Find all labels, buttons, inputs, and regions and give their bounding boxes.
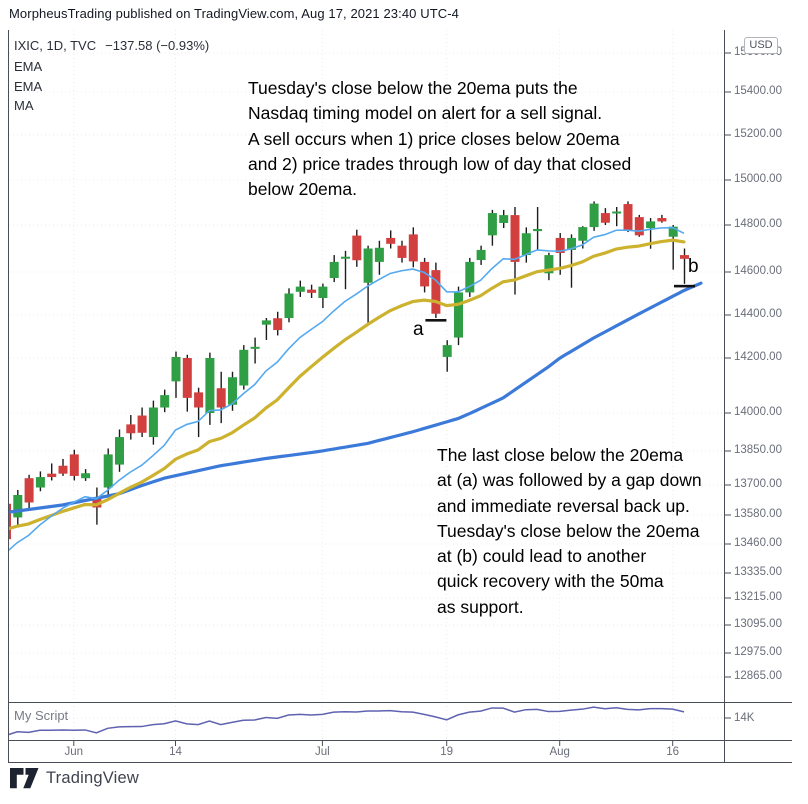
annotation-bottom-line: The last close below the 20ema bbox=[437, 445, 684, 465]
time-tick-label: 16 bbox=[666, 746, 680, 758]
username-link[interactable]: MorpheusTrading bbox=[9, 6, 112, 21]
legend-ema-fast[interactable]: EMA bbox=[14, 59, 43, 74]
annotation-top-line: below 20ema. bbox=[248, 179, 357, 200]
price-tick-label: 14600.00 bbox=[734, 265, 782, 277]
tradingview-footer[interactable]: TradingView bbox=[10, 768, 139, 789]
annotation-bottom-line: quick recovery with the 50ma bbox=[437, 571, 664, 592]
annotation-bottom: The last close below the 20ema at (a) was… bbox=[437, 443, 702, 620]
price-tick-label: 14000.00 bbox=[734, 406, 782, 418]
annotation-top-line: and 2) price trades through low of day t… bbox=[248, 153, 632, 174]
time-tick-label: Jun bbox=[64, 746, 84, 758]
tradingview-logo-icon bbox=[10, 768, 39, 789]
legend-ma[interactable]: MA bbox=[14, 98, 34, 113]
price-tick-label: 12865.00 bbox=[734, 670, 782, 682]
price-tick-label: 14800.00 bbox=[734, 218, 782, 230]
time-tick-label: 19 bbox=[440, 746, 454, 758]
publish-info: published on TradingView.com, Aug 17, 20… bbox=[111, 6, 459, 21]
marker-b-label: b bbox=[688, 256, 699, 277]
annotation-top-line: Nasdaq timing model on alert for a sell … bbox=[248, 103, 603, 124]
script-pane-tick: 14K bbox=[734, 712, 755, 724]
price-tick-label: 13580.00 bbox=[734, 508, 782, 520]
annotation-bottom-line: and immediate reversal back up. bbox=[437, 495, 690, 516]
currency-badge[interactable]: USD bbox=[744, 37, 778, 54]
annotation-top: Tuesday's close below the 20ema puts the… bbox=[248, 76, 631, 202]
annotation-bottom-line: as support. bbox=[437, 596, 524, 617]
symbol-title: IXIC, 1D, TVC bbox=[14, 38, 97, 53]
price-tick-label: 14400.00 bbox=[734, 308, 782, 320]
symbol-change: −137.58 (−0.93%) bbox=[105, 38, 210, 53]
price-tick-label: 13335.00 bbox=[734, 566, 782, 578]
legend-ema-slow[interactable]: EMA bbox=[14, 79, 43, 94]
price-tick-label: 15200.00 bbox=[734, 128, 782, 140]
time-tick-label: 14 bbox=[169, 746, 182, 758]
price-tick-label: 15000.00 bbox=[734, 173, 782, 185]
price-tick-label: 13460.00 bbox=[734, 537, 782, 549]
price-tick-label: 12975.00 bbox=[734, 646, 782, 658]
time-tick-label: Jul bbox=[315, 746, 330, 758]
price-tick-label: 13850.00 bbox=[734, 444, 782, 456]
tradingview-logo-text: TradingView bbox=[46, 769, 139, 787]
publish-header: MorpheusTrading published on TradingView… bbox=[9, 6, 459, 21]
annotation-bottom-line: at (a) was followed by a gap down bbox=[437, 470, 702, 491]
script-pane-label[interactable]: My Script bbox=[14, 708, 69, 723]
legend-symbol-row[interactable]: IXIC, 1D, TVC −137.58 (−0.93%) bbox=[14, 38, 209, 53]
price-tick-label: 15400.00 bbox=[734, 85, 782, 97]
annotation-bottom-line: at (b) could lead to another bbox=[437, 546, 647, 567]
price-tick-label: 14200.00 bbox=[734, 351, 782, 363]
price-tick-label: 13215.00 bbox=[734, 591, 782, 603]
annotation-top-line: A sell occurs when 1) price closes below… bbox=[248, 128, 620, 149]
price-tick-label: 13700.00 bbox=[734, 478, 782, 490]
marker-a-label: a bbox=[413, 319, 424, 340]
price-tick-label: 13095.00 bbox=[734, 618, 782, 630]
time-tick-label: Aug bbox=[549, 746, 570, 758]
annotation-top-line: Tuesday's close below the 20ema puts the bbox=[248, 78, 578, 98]
annotation-bottom-line: Tuesday's close below the 20ema bbox=[437, 520, 700, 541]
